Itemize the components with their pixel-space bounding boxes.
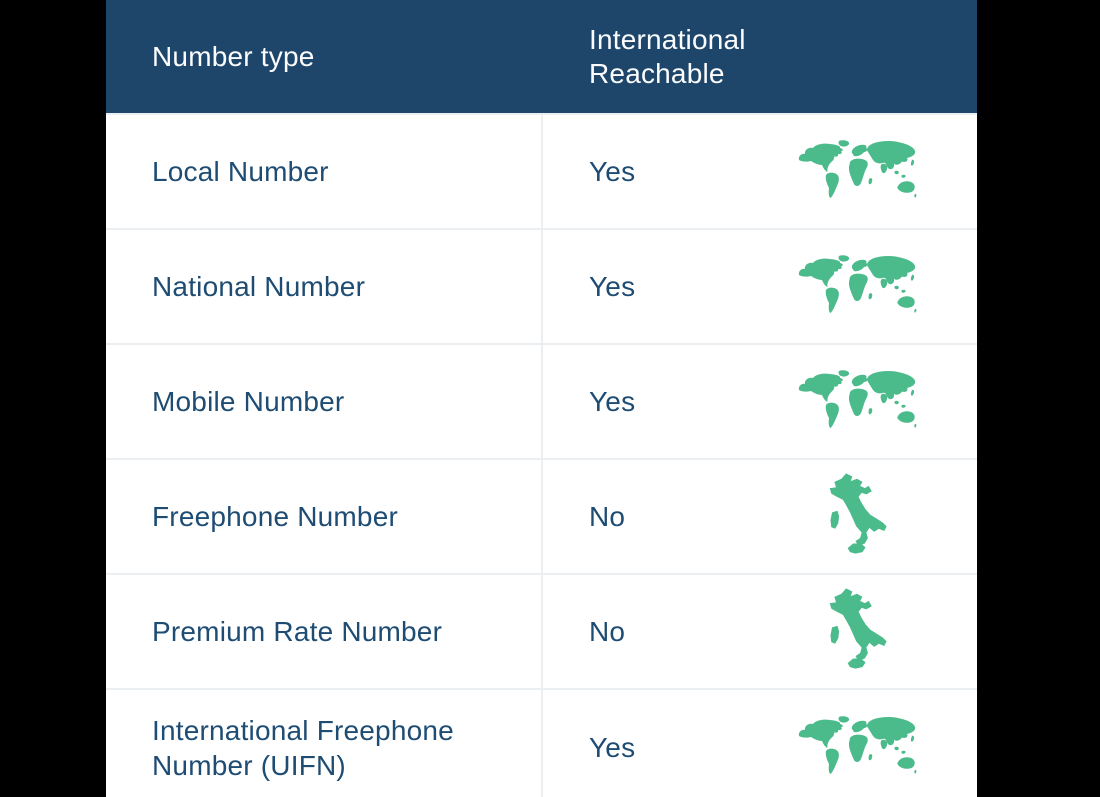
reachable-cell: No [543,575,977,688]
header-international-reachable-label: International Reachable [589,23,746,89]
number-type-cell: Mobile Number [106,345,543,458]
number-type-cell: National Number [106,230,543,343]
table-row: Mobile Number Yes [106,345,977,460]
reachable-label: No [589,500,626,532]
reachable-icon-box [772,586,942,678]
italy-map-icon [818,471,896,563]
reachable-label: Yes [589,731,636,763]
header-number-type: Number type [106,0,543,113]
world-map-icon [797,716,917,780]
reachable-icon-box [772,716,942,780]
number-type-cell: Premium Rate Number [106,575,543,688]
table-row: Premium Rate Number No [106,575,977,690]
reachable-icon-box [772,255,942,319]
table-row: Freephone Number No [106,460,977,575]
number-type-label: Mobile Number [152,386,345,417]
reachable-cell: Yes [543,690,977,797]
table-header-row: Number type International Reachable [106,0,977,115]
reachable-cell: Yes [543,230,977,343]
world-map-icon [797,140,917,204]
reachable-label: No [589,615,626,647]
table-row: International Freephone Number (UIFN) Ye… [106,690,977,797]
italy-map-icon [818,586,896,678]
number-type-cell: Freephone Number [106,460,543,573]
reachable-icon-box [772,471,942,563]
reachable-cell: Yes [543,115,977,228]
number-type-label: Freephone Number [152,501,398,532]
table-row: Local Number Yes [106,115,977,230]
number-type-label: International Freephone Number (UIFN) [152,714,454,781]
reachable-cell: No [543,460,977,573]
reachable-label: Yes [589,155,636,187]
header-number-type-label: Number type [152,40,315,72]
reachable-icon-box [772,370,942,434]
number-type-cell: Local Number [106,115,543,228]
world-map-icon [797,255,917,319]
table-row: National Number Yes [106,230,977,345]
reachable-label: Yes [589,385,636,417]
number-type-label: Local Number [152,156,329,187]
number-type-label: Premium Rate Number [152,616,443,647]
world-map-icon [797,370,917,434]
number-type-label: National Number [152,271,366,302]
reachable-cell: Yes [543,345,977,458]
reachable-label: Yes [589,270,636,302]
number-type-cell: International Freephone Number (UIFN) [106,690,543,797]
header-international-reachable: International Reachable [543,0,977,113]
number-types-table: Number type International Reachable Loca… [106,0,977,797]
reachable-icon-box [772,140,942,204]
